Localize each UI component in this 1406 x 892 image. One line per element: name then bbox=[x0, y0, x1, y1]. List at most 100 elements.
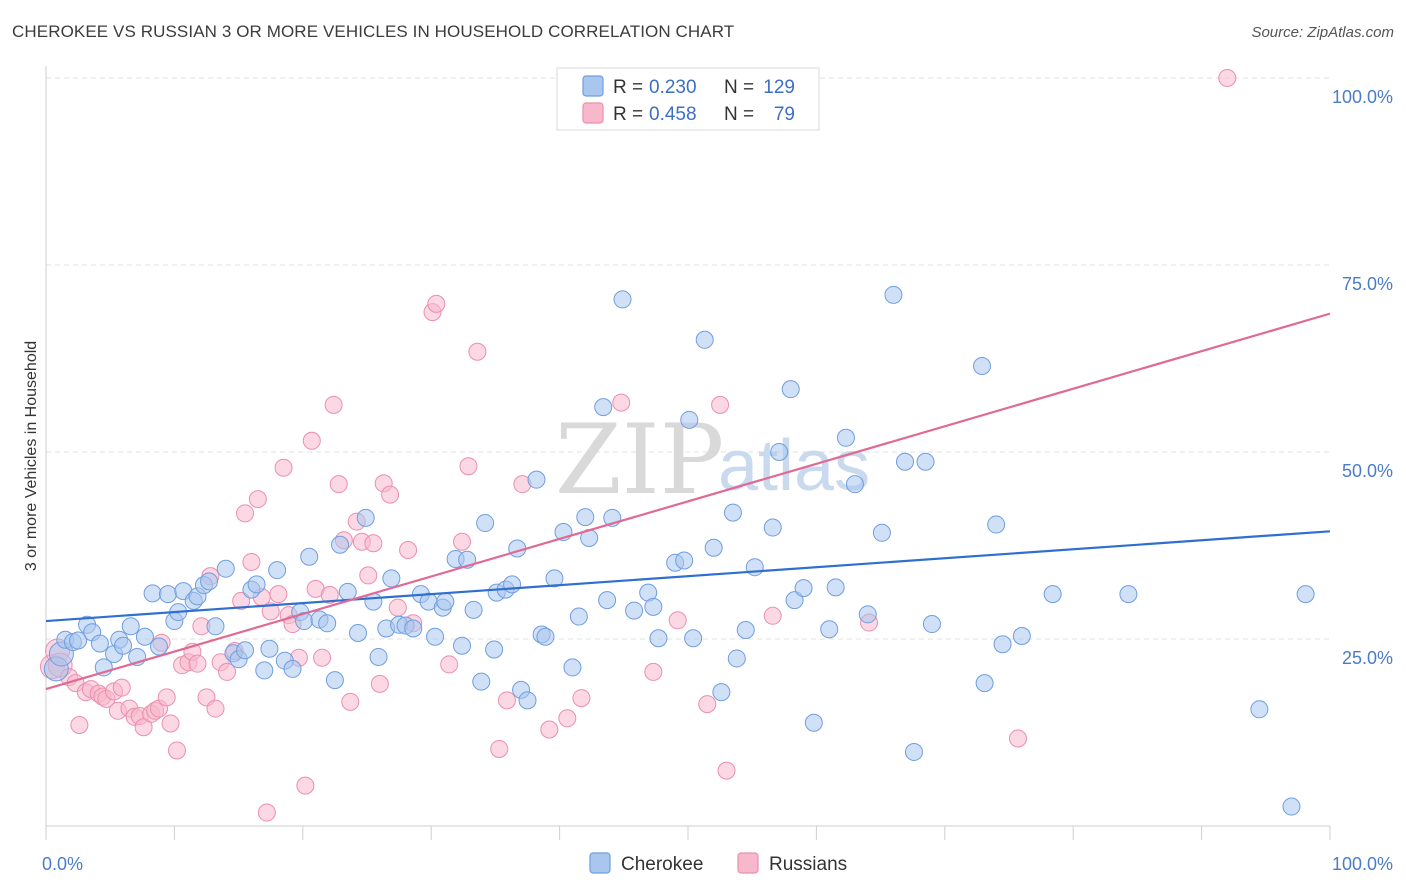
cherokee-point bbox=[695, 330, 714, 349]
russians-point bbox=[218, 662, 237, 681]
cherokee-point bbox=[770, 443, 789, 461]
cherokee-point bbox=[794, 579, 813, 598]
bottom-legend-swatch-cherokee bbox=[589, 852, 611, 874]
watermark: ZIP atlas bbox=[555, 404, 870, 516]
cherokee-point bbox=[781, 380, 800, 399]
cherokee-point bbox=[845, 475, 864, 494]
russians-point bbox=[161, 714, 180, 733]
cherokee-point bbox=[625, 601, 644, 620]
russians-point bbox=[232, 591, 251, 610]
russians-point bbox=[572, 689, 591, 708]
legend-r-label-0: R = bbox=[613, 77, 643, 98]
cherokee-point bbox=[382, 569, 401, 588]
cherokee-point bbox=[268, 561, 287, 580]
russians-point bbox=[269, 585, 288, 604]
cherokee-point bbox=[904, 742, 923, 761]
russians-point bbox=[242, 552, 261, 571]
russians-point bbox=[490, 739, 509, 758]
legend-swatch-cherokee bbox=[582, 75, 604, 97]
cherokee-point bbox=[1012, 627, 1031, 646]
cherokee-point bbox=[349, 624, 368, 643]
cherokee-point bbox=[916, 452, 935, 471]
cherokee-point bbox=[704, 538, 723, 557]
y-axis-label: 3 or more Vehicles in Household bbox=[23, 341, 40, 571]
legend-n-value-1: 79 bbox=[774, 104, 795, 125]
trend-line-cherokee bbox=[45, 530, 1331, 623]
cherokee-point bbox=[158, 585, 177, 604]
legend-r-value-0: 0.230 bbox=[649, 77, 697, 98]
cherokee-point bbox=[260, 639, 279, 658]
russians-point bbox=[261, 602, 280, 621]
data-points bbox=[39, 69, 1315, 822]
cherokee-point bbox=[736, 621, 755, 640]
y-tick-label-1: 50.0% bbox=[1342, 461, 1393, 481]
russians-point bbox=[388, 598, 407, 617]
cherokee-point bbox=[404, 619, 423, 638]
russians-point bbox=[206, 699, 225, 718]
russians-point bbox=[236, 504, 255, 523]
source-note: Source: ZipAtlas.com bbox=[1251, 24, 1394, 41]
cherokee-point bbox=[785, 591, 804, 610]
axes bbox=[45, 66, 1331, 840]
series-cherokee bbox=[43, 285, 1315, 816]
russians-point bbox=[668, 611, 687, 630]
bottom-legend-label-russians: Russians bbox=[769, 854, 847, 875]
cherokee-point bbox=[300, 547, 319, 566]
russians-point bbox=[274, 458, 293, 477]
russians-point bbox=[440, 655, 459, 674]
cherokee-point bbox=[884, 285, 903, 304]
russians-point bbox=[427, 294, 446, 313]
legend-r-value-1: 0.458 bbox=[649, 104, 697, 125]
russians-point bbox=[711, 395, 730, 414]
cherokee-point bbox=[247, 575, 266, 594]
cherokee-point bbox=[1282, 797, 1301, 816]
cherokee-point bbox=[318, 614, 337, 633]
russians-point bbox=[453, 532, 472, 551]
cherokee-point bbox=[283, 659, 302, 678]
legend-swatch-russians bbox=[582, 102, 604, 124]
cherokee-point bbox=[922, 615, 941, 634]
cherokee-point bbox=[675, 551, 694, 570]
russians-point bbox=[70, 716, 89, 735]
bottom-legend-swatch-russians bbox=[737, 852, 759, 874]
cherokee-point bbox=[356, 508, 375, 527]
russians-point bbox=[1218, 69, 1237, 87]
cherokee-point bbox=[712, 683, 731, 702]
cherokee-point bbox=[975, 674, 994, 693]
cherokee-point bbox=[200, 572, 219, 591]
russians-point bbox=[497, 691, 516, 710]
cherokee-point bbox=[1250, 700, 1269, 719]
cherokee-point bbox=[464, 600, 483, 619]
cherokee-point bbox=[114, 636, 133, 655]
cherokee-point bbox=[518, 691, 537, 710]
cherokee-point bbox=[436, 592, 455, 611]
cherokee-point bbox=[426, 627, 445, 646]
russians-point bbox=[468, 342, 487, 361]
cherokee-point bbox=[858, 605, 877, 624]
cherokee-point bbox=[90, 634, 109, 653]
russians-point bbox=[459, 457, 478, 476]
russians-point bbox=[540, 720, 559, 739]
legend-n-label-0: N = bbox=[724, 77, 754, 98]
cherokee-point bbox=[804, 713, 823, 732]
cherokee-point bbox=[727, 649, 746, 668]
cherokee-point bbox=[216, 559, 235, 578]
cherokee-point bbox=[820, 620, 839, 639]
russians-point bbox=[167, 741, 186, 760]
x-tick-label-1: 100.0% bbox=[1332, 854, 1393, 874]
y-tick-label-3: 100.0% bbox=[1332, 87, 1393, 107]
cherokee-point bbox=[973, 356, 992, 375]
cherokee-point bbox=[613, 290, 632, 309]
russians-point bbox=[612, 393, 631, 412]
cherokee-point bbox=[485, 640, 504, 659]
x-tick-label-0: 0.0% bbox=[42, 854, 83, 874]
cherokee-point bbox=[527, 470, 546, 489]
legend-n-label-1: N = bbox=[724, 104, 754, 125]
cherokee-point bbox=[598, 591, 617, 610]
russians-point bbox=[313, 648, 332, 667]
cherokee-point bbox=[895, 452, 914, 471]
russians-point bbox=[698, 695, 717, 714]
cherokee-point bbox=[472, 672, 491, 691]
russians-point bbox=[296, 776, 315, 795]
